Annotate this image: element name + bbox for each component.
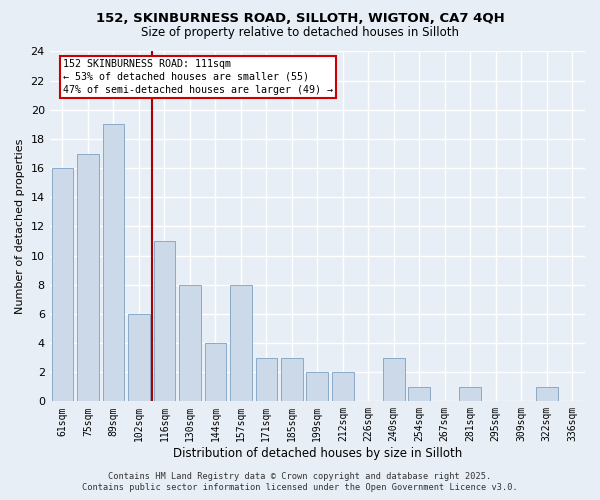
Bar: [103, 124, 124, 402]
Bar: [281, 358, 302, 402]
Y-axis label: Number of detached properties: Number of detached properties: [15, 138, 25, 314]
Bar: [256, 358, 277, 402]
Bar: [460, 387, 481, 402]
Bar: [536, 387, 557, 402]
Bar: [52, 168, 73, 402]
Bar: [154, 241, 175, 402]
Bar: [332, 372, 353, 402]
Bar: [205, 343, 226, 402]
Text: 152, SKINBURNESS ROAD, SILLOTH, WIGTON, CA7 4QH: 152, SKINBURNESS ROAD, SILLOTH, WIGTON, …: [95, 12, 505, 26]
Text: 152 SKINBURNESS ROAD: 111sqm
← 53% of detached houses are smaller (55)
47% of se: 152 SKINBURNESS ROAD: 111sqm ← 53% of de…: [63, 59, 333, 95]
Bar: [230, 284, 251, 402]
Bar: [383, 358, 404, 402]
Bar: [77, 154, 99, 402]
Text: Contains HM Land Registry data © Crown copyright and database right 2025.
Contai: Contains HM Land Registry data © Crown c…: [82, 472, 518, 492]
Bar: [409, 387, 430, 402]
Text: Size of property relative to detached houses in Silloth: Size of property relative to detached ho…: [141, 26, 459, 39]
Bar: [128, 314, 150, 402]
Bar: [179, 284, 201, 402]
X-axis label: Distribution of detached houses by size in Silloth: Distribution of detached houses by size …: [173, 447, 462, 460]
Bar: [307, 372, 328, 402]
